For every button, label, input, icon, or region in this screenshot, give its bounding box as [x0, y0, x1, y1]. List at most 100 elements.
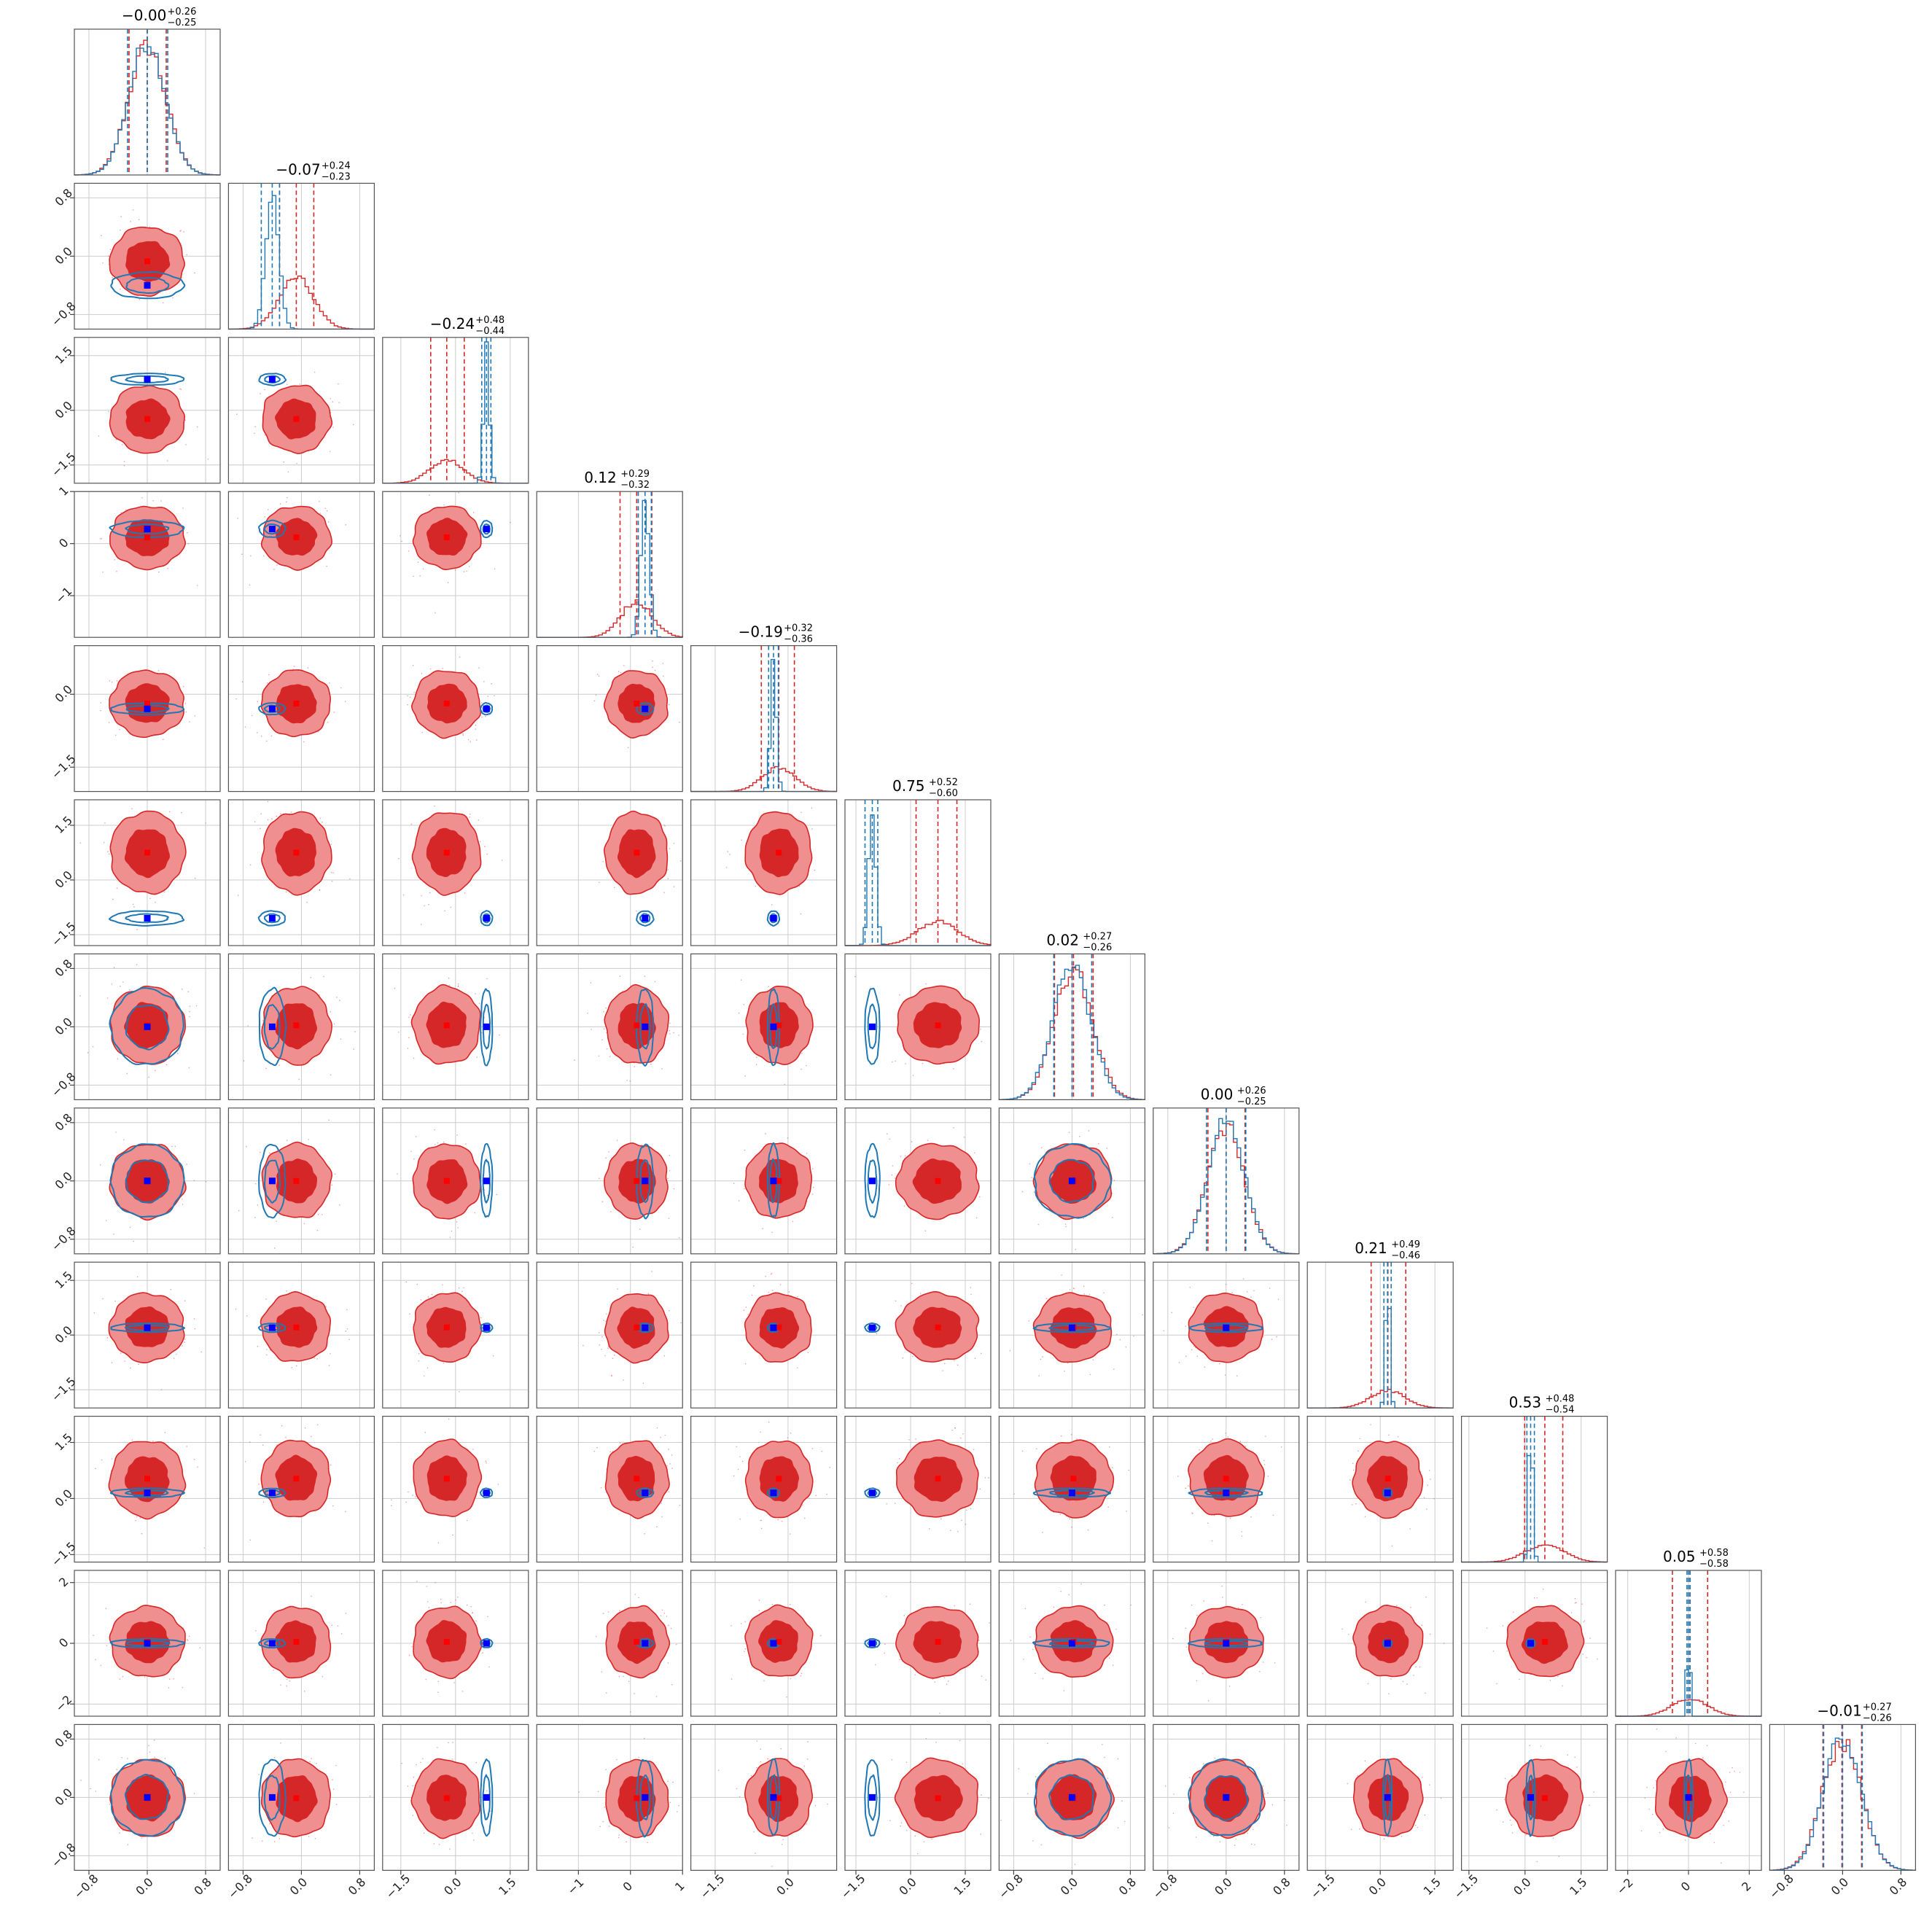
- blue-histogram: [537, 499, 683, 638]
- sample-point: [422, 568, 424, 570]
- sample-point: [811, 1193, 814, 1195]
- sample-point: [975, 1217, 978, 1219]
- sample-point: [99, 538, 101, 540]
- sample-point: [286, 1678, 288, 1680]
- sample-point: [1163, 1330, 1165, 1332]
- truth-marker: [144, 526, 151, 533]
- sample-point: [136, 1516, 138, 1518]
- sample-point: [120, 216, 122, 217]
- sample-point: [443, 1141, 445, 1143]
- sample-point: [106, 997, 109, 999]
- sample-point: [934, 1681, 936, 1683]
- sample-point: [806, 1064, 807, 1067]
- sample-point: [456, 1134, 458, 1136]
- panel-frame: [1306, 1261, 1454, 1409]
- sample-point: [299, 383, 301, 385]
- sample-point: [1071, 1526, 1072, 1528]
- blue-contour-outer: [864, 1142, 881, 1218]
- sample-point: [744, 1188, 745, 1190]
- sample-point: [475, 739, 478, 741]
- truth-marker: [1384, 1489, 1391, 1497]
- sample-point: [111, 983, 113, 985]
- sample-point: [141, 1532, 143, 1535]
- sample-point: [638, 1597, 639, 1599]
- sample-point: [671, 1683, 673, 1686]
- sample-point: [966, 1509, 967, 1511]
- sample-point: [101, 1459, 103, 1461]
- sample-point: [1267, 1476, 1269, 1477]
- sample-point: [1426, 1508, 1427, 1510]
- sample-point: [171, 1145, 173, 1148]
- truth-marker: [144, 915, 151, 922]
- sample-point: [1113, 1180, 1115, 1181]
- sample-point: [751, 1294, 753, 1296]
- blue-contour-inner: [769, 1003, 778, 1050]
- hist-panel-0: −0.00 +0.26−0.25: [74, 7, 221, 176]
- blue-contour-outer: [109, 519, 185, 538]
- sample-point: [319, 513, 322, 514]
- blue-contour-outer: [110, 1323, 186, 1333]
- sample-point: [448, 977, 450, 979]
- blue-contour-inner: [125, 1159, 169, 1204]
- sample-point: [1021, 1450, 1024, 1452]
- sample-point: [1028, 1320, 1030, 1322]
- sample-point: [413, 1057, 415, 1059]
- sample-point: [1098, 1142, 1099, 1145]
- blue-contour-outer: [258, 373, 287, 386]
- sample-point: [603, 1028, 605, 1030]
- sample-point: [1241, 1535, 1243, 1537]
- sample-point: [501, 860, 503, 861]
- contour-panel-9-5: [844, 1415, 992, 1563]
- sample-point: [487, 696, 489, 697]
- sample-point: [434, 805, 435, 807]
- sample-point: [437, 1542, 440, 1544]
- blue-contour-outer: [480, 988, 494, 1067]
- sample-point: [771, 1603, 774, 1605]
- y-tick-label: 1.5: [52, 1269, 75, 1291]
- blue-contour-inner: [867, 1159, 878, 1204]
- sample-point: [660, 1436, 661, 1438]
- contour-panel-7-4: [690, 1107, 838, 1255]
- sample-point: [1388, 1434, 1390, 1436]
- sample-point: [800, 913, 802, 915]
- blue-contour-inner: [124, 1489, 169, 1497]
- sample-point: [598, 1055, 600, 1057]
- title-lower-error: −0.60: [929, 788, 958, 799]
- sample-point: [1219, 1363, 1220, 1365]
- sample-point: [599, 881, 600, 884]
- sample-point: [1061, 1274, 1062, 1276]
- sample-point: [970, 1508, 972, 1510]
- sample-point: [492, 1355, 494, 1357]
- sample-point: [188, 721, 190, 722]
- sample-point: [610, 1375, 612, 1377]
- sample-point: [898, 1458, 900, 1460]
- sample-point: [463, 1287, 464, 1289]
- sample-point: [629, 1080, 631, 1082]
- sample-point: [235, 1308, 237, 1310]
- sample-point: [254, 432, 255, 435]
- title-lower-error: −0.54: [1546, 1405, 1575, 1416]
- sample-point: [437, 1142, 439, 1144]
- contour-panel-8-6: [998, 1261, 1146, 1409]
- sample-point: [978, 1196, 981, 1198]
- blue-contour-outer: [1188, 1323, 1263, 1333]
- sample-point: [254, 1217, 256, 1218]
- y-tick-label: 1.5: [52, 814, 75, 836]
- truth-marker: [869, 1177, 876, 1185]
- blue-contour-outer: [864, 1322, 881, 1333]
- sample-point: [413, 575, 414, 577]
- sample-point: [331, 1184, 333, 1186]
- contour-panel-9-3: [536, 1415, 683, 1563]
- sample-point: [262, 1019, 264, 1021]
- sample-point: [472, 1449, 474, 1450]
- sample-point: [673, 1032, 674, 1034]
- sample-point: [806, 1153, 808, 1154]
- sample-point: [267, 801, 269, 803]
- sample-point: [590, 982, 592, 983]
- sample-point: [424, 1431, 426, 1433]
- sample-point: [661, 1503, 663, 1504]
- panel-frame: [74, 491, 221, 638]
- contour-panel-5-2: [382, 799, 529, 946]
- sample-point: [628, 1680, 630, 1683]
- sample-point: [1352, 1462, 1354, 1465]
